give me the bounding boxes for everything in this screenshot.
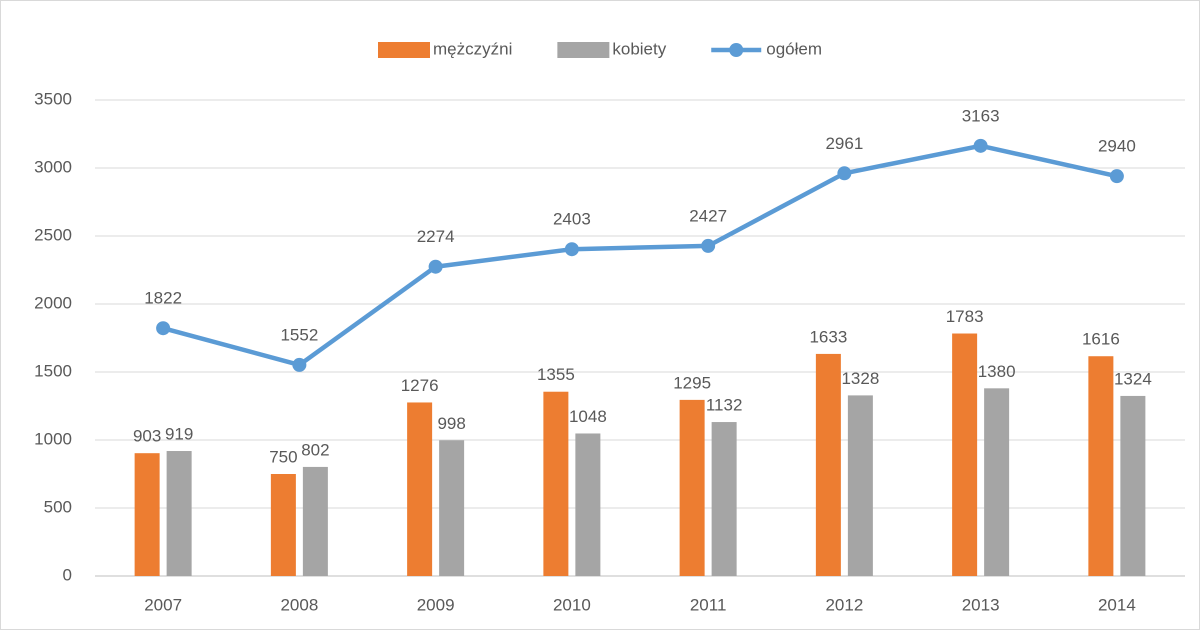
data-label: 3163 xyxy=(962,106,1000,125)
line-marker xyxy=(292,357,307,372)
legend-label: mężczyźni xyxy=(433,39,512,58)
bar xyxy=(984,388,1010,576)
data-label: 2940 xyxy=(1098,137,1136,156)
data-label: 1380 xyxy=(978,362,1016,381)
legend-swatch xyxy=(378,42,430,58)
line-marker xyxy=(973,138,988,153)
y-tick-label: 2000 xyxy=(34,293,72,312)
data-label: 1355 xyxy=(537,365,575,384)
bar xyxy=(847,395,873,576)
data-label: 1328 xyxy=(841,369,879,388)
y-tick-label: 3000 xyxy=(34,157,72,176)
data-label: 1132 xyxy=(706,396,743,415)
x-tick-label: 2013 xyxy=(962,595,1000,614)
line-marker xyxy=(701,238,716,253)
data-label: 1633 xyxy=(809,327,847,346)
line-marker xyxy=(837,166,852,181)
data-label: 1048 xyxy=(569,407,607,426)
line-marker xyxy=(428,259,443,274)
bar xyxy=(711,422,737,576)
y-tick-label: 3500 xyxy=(34,89,72,108)
data-label: 1295 xyxy=(673,373,711,392)
bar xyxy=(952,333,978,576)
data-label: 919 xyxy=(165,425,193,444)
bar xyxy=(1088,356,1114,576)
data-label: 903 xyxy=(133,427,161,446)
bar xyxy=(270,474,296,576)
x-tick-label: 2008 xyxy=(280,595,318,614)
x-tick-label: 2014 xyxy=(1098,595,1136,614)
y-tick-label: 0 xyxy=(63,565,72,584)
data-label: 1616 xyxy=(1082,330,1120,349)
data-label: 2403 xyxy=(553,210,591,229)
y-tick-label: 500 xyxy=(44,497,72,516)
bar xyxy=(575,433,601,576)
line xyxy=(162,143,1118,368)
legend-label: kobiety xyxy=(612,39,666,58)
data-label: 1783 xyxy=(946,307,984,326)
bar xyxy=(407,402,433,576)
bar xyxy=(302,466,328,576)
x-tick-label: 2009 xyxy=(417,595,455,614)
data-label: 2274 xyxy=(417,227,455,246)
bar xyxy=(815,353,841,576)
data-label: 2427 xyxy=(689,206,727,225)
x-tick-label: 2011 xyxy=(690,595,727,614)
data-label: 750 xyxy=(269,447,297,466)
data-label: 2961 xyxy=(825,134,863,153)
line-marker xyxy=(156,321,171,336)
bar xyxy=(543,391,569,576)
y-tick-label: 1000 xyxy=(34,429,72,448)
bar xyxy=(439,440,465,576)
legend-label: ogółem xyxy=(766,39,822,58)
data-label: 1324 xyxy=(1114,369,1152,388)
data-label: 998 xyxy=(437,414,465,433)
x-tick-label: 2010 xyxy=(553,595,591,614)
legend-swatch xyxy=(729,43,744,57)
bar xyxy=(166,451,192,576)
y-tick-label: 2500 xyxy=(34,225,72,244)
bar xyxy=(679,399,705,576)
line-marker xyxy=(564,242,579,257)
legend-swatch xyxy=(557,42,610,58)
x-tick-label: 2012 xyxy=(825,595,863,614)
data-label: 1276 xyxy=(401,376,439,395)
bar xyxy=(134,453,160,576)
data-label: 802 xyxy=(301,440,329,459)
line-marker xyxy=(1109,169,1124,184)
y-tick-label: 1500 xyxy=(34,361,72,380)
data-label: 1822 xyxy=(144,289,182,308)
data-label: 1552 xyxy=(280,325,318,344)
bar xyxy=(1120,395,1146,576)
x-tick-label: 2007 xyxy=(144,595,182,614)
